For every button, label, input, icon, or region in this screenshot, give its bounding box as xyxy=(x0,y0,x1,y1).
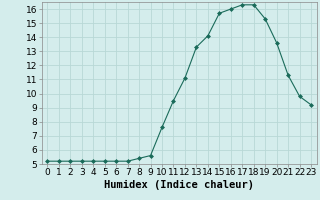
X-axis label: Humidex (Indice chaleur): Humidex (Indice chaleur) xyxy=(104,180,254,190)
